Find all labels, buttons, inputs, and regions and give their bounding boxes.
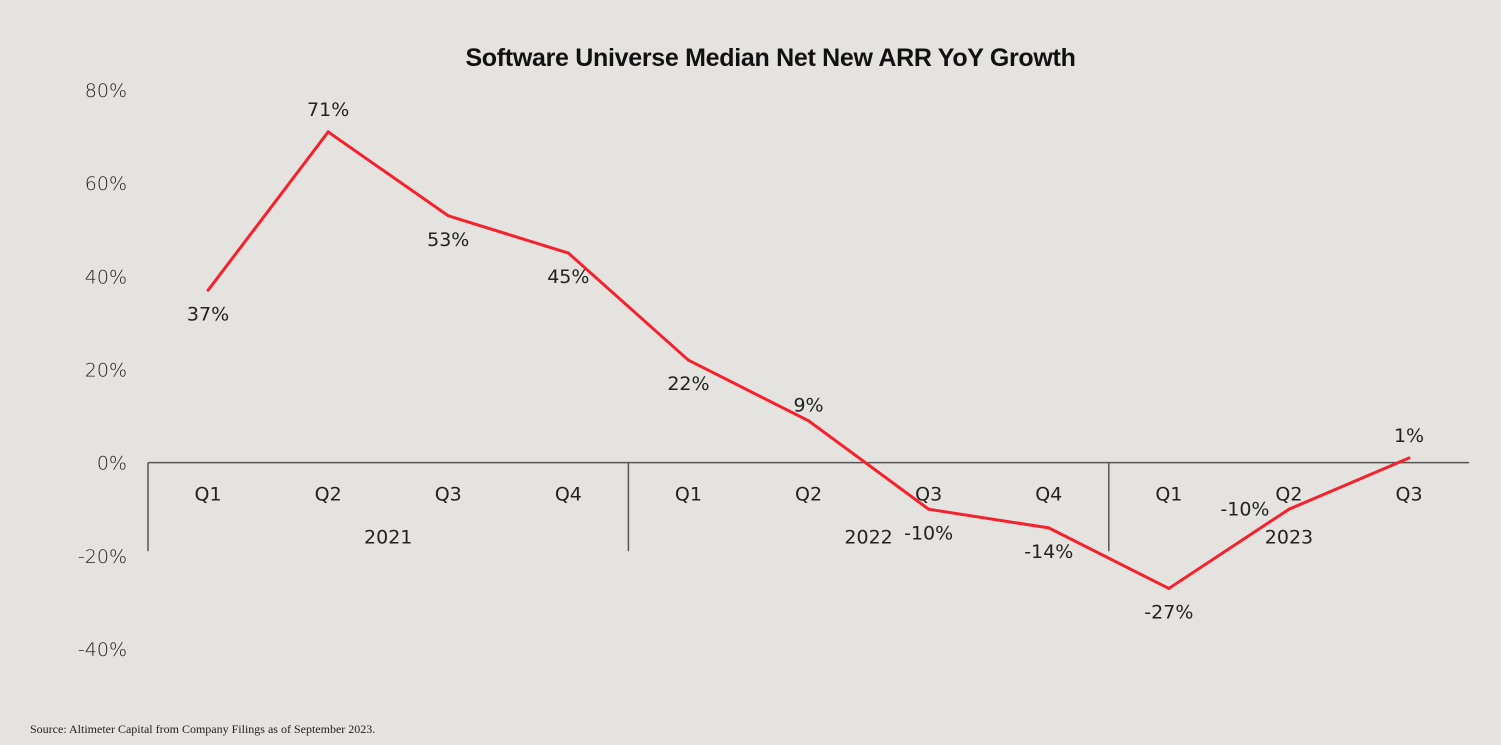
chart-title: Software Universe Median Net New ARR YoY… (465, 44, 1076, 72)
data-point (566, 251, 570, 255)
data-label: 37% (187, 303, 229, 325)
data-labels: 37% 71% 53% 45% 22% 9% -10% -14% -27% -10% 1% (187, 99, 1424, 624)
group-label: 2021 (364, 527, 412, 549)
source-note: Source: Altimeter Capital from Company F… (30, 722, 376, 736)
x-axis-group-labels: 2021 2022 2023 (364, 527, 1313, 549)
data-point (1287, 507, 1291, 511)
x-tick-label: Q2 (1275, 484, 1302, 506)
data-label: 53% (427, 229, 469, 251)
y-tick-label: 80% (85, 80, 127, 102)
data-point (927, 507, 931, 511)
y-axis-ticks: 80% 60% 40% 20% 0% -20% -40% (78, 80, 127, 661)
data-point (1167, 586, 1171, 590)
x-tick-label: Q4 (1035, 484, 1062, 506)
x-axis (147, 461, 1470, 552)
group-label: 2023 (1265, 527, 1313, 549)
x-tick-label: Q3 (1396, 484, 1423, 506)
y-tick-label: 20% (85, 360, 127, 382)
series-lines (206, 129, 1411, 591)
x-tick-label: Q3 (915, 484, 942, 506)
data-point (446, 214, 450, 218)
x-tick-label: Q2 (315, 484, 342, 506)
x-tick-label: Q1 (195, 484, 222, 506)
data-label: -14% (1024, 541, 1073, 563)
y-tick-label: -20% (78, 546, 127, 568)
data-label: 22% (667, 373, 709, 395)
x-tick-label: Q4 (555, 484, 582, 506)
data-point (326, 130, 330, 134)
y-tick-label: 40% (85, 266, 127, 288)
y-tick-label: 60% (85, 173, 127, 195)
data-label: -10% (904, 522, 953, 544)
data-label: 1% (1394, 425, 1424, 447)
data-label: 9% (793, 395, 823, 417)
data-label: -27% (1144, 601, 1193, 623)
x-tick-label: Q1 (675, 484, 702, 506)
x-tick-label: Q1 (1155, 484, 1182, 506)
data-point (686, 358, 690, 362)
data-point (206, 288, 210, 292)
y-tick-label: -40% (78, 639, 127, 661)
data-label: -10% (1220, 498, 1269, 520)
x-axis-category-labels: Q1 Q2 Q3 Q4 Q1 Q2 Q3 Q4 Q1 Q2 Q3 (195, 484, 1423, 506)
y-tick-label: 0% (97, 453, 127, 475)
data-point (1047, 526, 1051, 530)
data-point (1407, 456, 1411, 460)
data-label: 45% (547, 266, 589, 288)
group-label: 2022 (844, 527, 892, 549)
data-point (807, 419, 811, 423)
x-tick-label: Q2 (795, 484, 822, 506)
data-label: 71% (307, 99, 349, 121)
x-tick-label: Q3 (435, 484, 462, 506)
